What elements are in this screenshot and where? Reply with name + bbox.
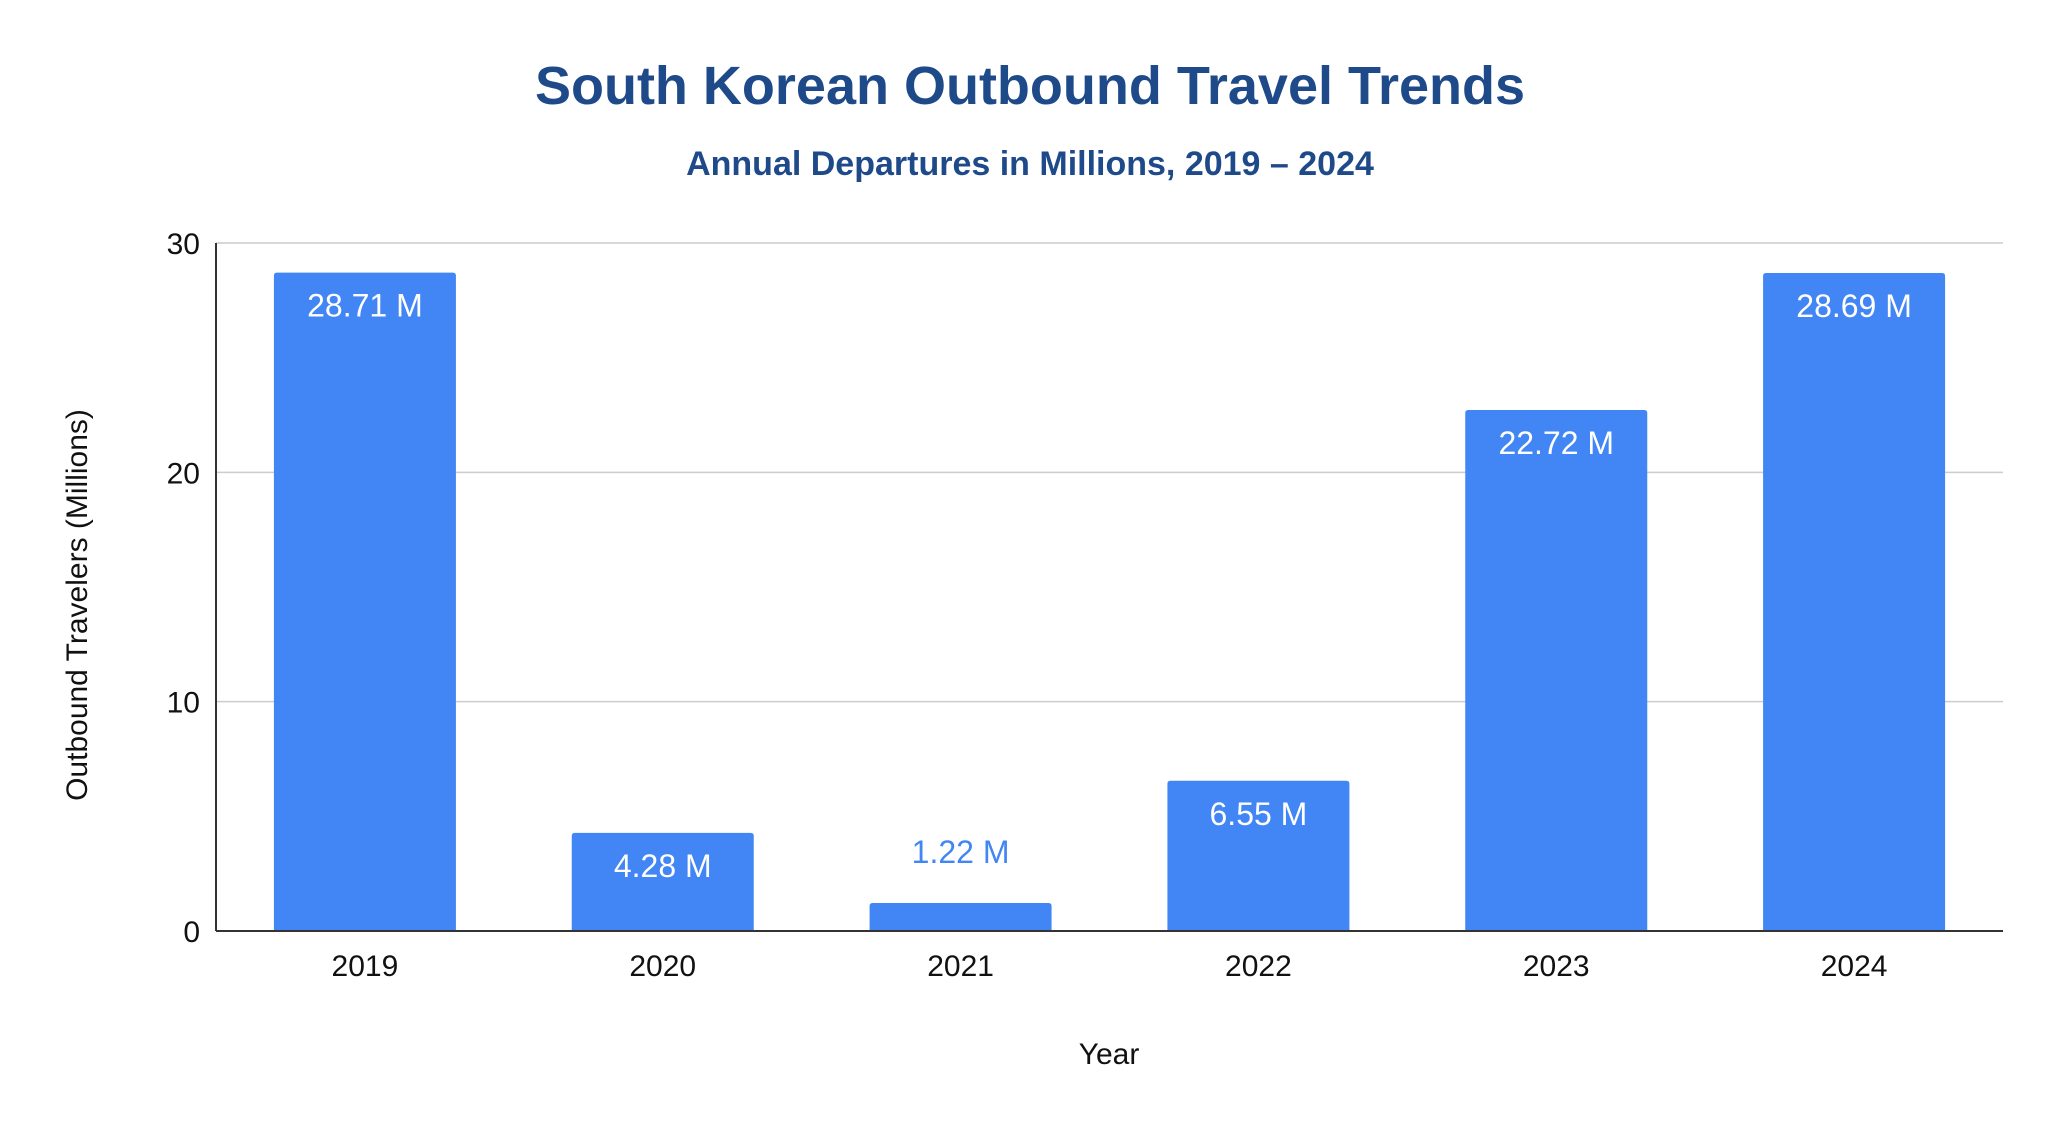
x-axis-title: Year [1079, 1038, 1140, 1071]
y-tick-label: 0 [183, 916, 200, 949]
data-label-2022: 6.55 M [1210, 796, 1308, 832]
y-axis-title: Outbound Travelers (Millions) [61, 409, 94, 801]
gridlines [216, 242, 2003, 703]
x-tick-label-2019: 2019 [332, 950, 399, 983]
x-tick-label-2020: 2020 [629, 950, 696, 983]
bar-2024 [1763, 273, 1946, 931]
bar-2023 [1465, 409, 1648, 931]
x-tick-label-2024: 2024 [1821, 950, 1888, 983]
y-tick-label: 10 [167, 687, 200, 720]
x-tick-label-2021: 2021 [927, 950, 994, 983]
x-tick-label-2023: 2023 [1523, 950, 1590, 983]
bars [273, 272, 1946, 932]
data-label-2024: 28.69 M [1796, 288, 1912, 324]
data-label-2020: 4.28 M [614, 848, 712, 884]
bar-2022 [1167, 780, 1350, 931]
y-tick-label: 20 [167, 457, 200, 490]
chart-title: South Korean Outbound Travel Trends [535, 56, 1525, 116]
x-tick-label-2022: 2022 [1225, 950, 1292, 983]
bar-2019 [273, 272, 456, 932]
y-tick-label: 30 [167, 228, 200, 261]
axes: 0 10 20 30 2019 2020 2021 2022 2023 2024 [167, 228, 2003, 983]
bar-2021 [869, 903, 1052, 931]
data-labels: 28.71 M 4.28 M 1.22 M 6.55 M 22.72 M 28.69 M [307, 288, 1912, 884]
data-label-2019: 28.71 M [307, 288, 423, 324]
chart-subtitle: Annual Departures in Millions, 2019 – 20… [686, 145, 1374, 183]
bar-2020 [571, 832, 754, 931]
data-label-2023: 22.72 M [1498, 425, 1614, 461]
data-label-2021: 1.22 M [912, 834, 1010, 870]
